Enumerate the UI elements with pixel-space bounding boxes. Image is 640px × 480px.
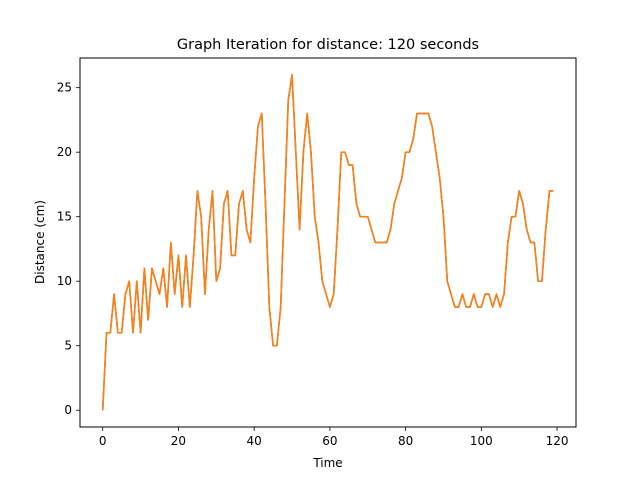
series-line (101, 73, 554, 411)
y-tick-label: 25 (57, 81, 72, 95)
x-axis-title: Time (312, 456, 342, 470)
y-tick-label: 15 (57, 210, 72, 224)
x-tick-label: 120 (546, 434, 569, 448)
x-tick-label: 20 (171, 434, 186, 448)
plot-area (101, 73, 554, 411)
y-tick-label: 0 (64, 403, 72, 417)
x-tick-label: 80 (398, 434, 413, 448)
x-tick-label: 100 (470, 434, 493, 448)
x-axis-ticks: 0 20 40 60 80 100 120 (99, 427, 569, 448)
plot-frame (79, 57, 577, 428)
x-tick-label: 40 (247, 434, 262, 448)
x-tick-label: 0 (99, 434, 107, 448)
y-axis-ticks: 0 5 10 15 20 25 (57, 81, 80, 417)
y-tick-label: 5 (64, 339, 72, 353)
y-tick-label: 20 (57, 145, 72, 159)
chart-title: Graph Iteration for distance: 120 second… (177, 37, 479, 53)
y-tick-label: 10 (57, 274, 72, 288)
y-axis-title: Distance (cm) (33, 200, 47, 284)
x-tick-label: 60 (322, 434, 337, 448)
